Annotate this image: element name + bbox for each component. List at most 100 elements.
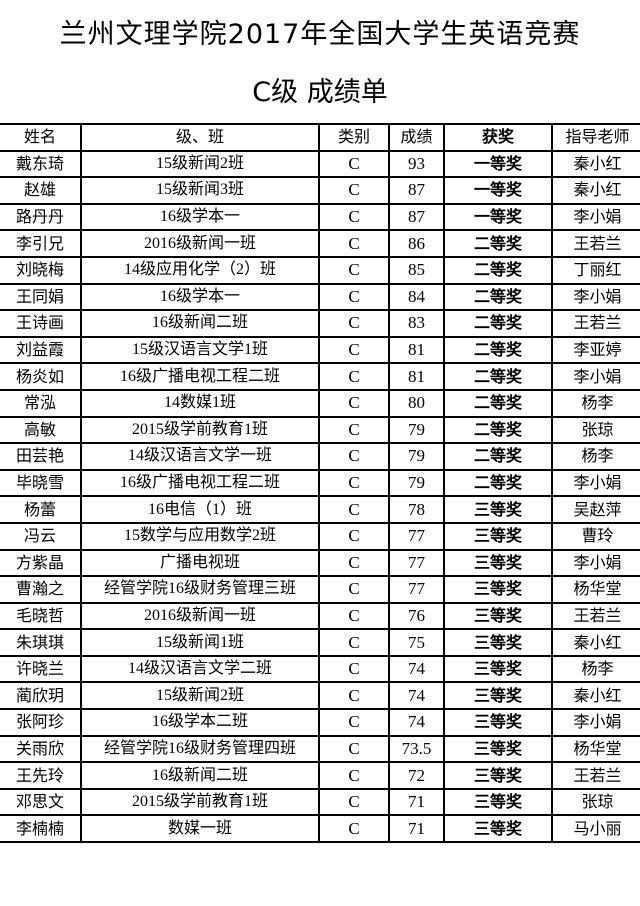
- score-cell: 71: [388, 814, 445, 844]
- class-name-cell: 14级汉语言文学一班: [80, 442, 320, 471]
- student-name-cell: 李楠楠: [0, 814, 82, 844]
- category-cell: C: [318, 548, 390, 578]
- class-name-cell: 14数媒1班: [80, 388, 320, 418]
- award-cell: 二等奖: [443, 468, 553, 498]
- teacher-cell: 杨华堂: [551, 734, 640, 764]
- category-cell: C: [318, 787, 390, 817]
- score-cell: 77: [388, 521, 445, 551]
- table-row: 方紫晶 广播电视班 C 77 三等奖 李小娟: [0, 548, 640, 578]
- class-name-cell: 16级学本一: [80, 202, 320, 232]
- student-name-cell: 赵雄: [0, 176, 82, 205]
- teacher-cell: 秦小红: [551, 628, 640, 657]
- student-name-cell: 李引兄: [0, 229, 82, 258]
- table-row: 杨炎如 16级广播电视工程二班 C 81 二等奖 李小娟: [0, 362, 640, 391]
- award-cell: 一等奖: [443, 176, 553, 205]
- score-cell: 87: [388, 176, 445, 205]
- class-name-cell: 16级学本一: [80, 282, 320, 312]
- student-name-cell: 朱琪琪: [0, 628, 82, 657]
- score-cell: 81: [388, 335, 445, 365]
- category-cell: C: [318, 654, 390, 684]
- category-cell: C: [318, 442, 390, 471]
- award-cell: 三等奖: [443, 601, 553, 631]
- table-row: 路丹丹 16级学本一 C 87 一等奖 李小娟: [0, 202, 640, 232]
- student-name-cell: 高敏: [0, 415, 82, 445]
- student-name-cell: 方紫晶: [0, 548, 82, 578]
- table-row: 张阿珍 16级学本二班 C 74 三等奖 李小娟: [0, 708, 640, 737]
- score-cell: 86: [388, 229, 445, 258]
- class-name-cell: 16级新闻二班: [80, 761, 320, 790]
- teacher-cell: 王若兰: [551, 229, 640, 258]
- class-name-cell: 数媒一班: [80, 814, 320, 844]
- document-subtitle: C级 成绩单: [252, 77, 388, 108]
- score-cell: 80: [388, 388, 445, 418]
- class-name-cell: 15级新闻3班: [80, 176, 320, 205]
- results-table: 姓名 级、班 类别 成绩 获奖 指导老师 戴东琦 15级新闻2班 C 93 一等奖 秦小红…: [0, 123, 640, 844]
- header-name: 姓名: [0, 123, 82, 152]
- teacher-cell: 秦小红: [551, 176, 640, 205]
- class-name-cell: 16级新闻二班: [80, 309, 320, 338]
- score-cell: 73.5: [388, 734, 445, 764]
- award-cell: 三等奖: [443, 787, 553, 817]
- class-name-cell: 14级应用化学（2）班: [80, 255, 320, 285]
- table-row: 刘晓梅 14级应用化学（2）班 C 85 二等奖 丁丽红: [0, 255, 640, 285]
- table-row: 邓思文 2015级学前教育1班 C 71 三等奖 张琼: [0, 787, 640, 817]
- category-cell: C: [318, 575, 390, 604]
- category-cell: C: [318, 335, 390, 365]
- score-cell: 74: [388, 654, 445, 684]
- score-cell: 81: [388, 362, 445, 391]
- category-cell: C: [318, 761, 390, 790]
- document-title: 兰州文理学院2017年全国大学生英语竞赛: [59, 19, 581, 50]
- class-name-cell: 16级广播电视工程二班: [80, 468, 320, 498]
- teacher-cell: 杨华堂: [551, 575, 640, 604]
- score-cell: 72: [388, 761, 445, 790]
- student-name-cell: 田芸艳: [0, 442, 82, 471]
- award-cell: 三等奖: [443, 761, 553, 790]
- class-name-cell: 经管学院16级财务管理四班: [80, 734, 320, 764]
- student-name-cell: 杨炎如: [0, 362, 82, 391]
- score-cell: 71: [388, 787, 445, 817]
- student-name-cell: 杨蕾: [0, 495, 82, 524]
- category-cell: C: [318, 415, 390, 445]
- score-cell: 85: [388, 255, 445, 285]
- award-cell: 二等奖: [443, 442, 553, 471]
- table-row: 杨蕾 16电信（1）班 C 78 三等奖 吴赵萍: [0, 495, 640, 524]
- category-cell: C: [318, 176, 390, 205]
- teacher-cell: 秦小红: [551, 681, 640, 711]
- award-cell: 三等奖: [443, 654, 553, 684]
- category-cell: C: [318, 628, 390, 657]
- award-cell: 二等奖: [443, 335, 553, 365]
- score-cell: 74: [388, 708, 445, 737]
- teacher-cell: 李小娟: [551, 202, 640, 232]
- student-name-cell: 关雨欣: [0, 734, 82, 764]
- table-row: 关雨欣 经管学院16级财务管理四班 C 73.5 三等奖 杨华堂: [0, 734, 640, 764]
- header-category: 类别: [318, 123, 390, 152]
- student-name-cell: 许晓兰: [0, 654, 82, 684]
- student-name-cell: 王同娟: [0, 282, 82, 312]
- table-row: 朱琪琪 15级新闻1班 C 75 三等奖 秦小红: [0, 628, 640, 657]
- table-row: 蔺欣玥 15级新闻2班 C 74 三等奖 秦小红: [0, 681, 640, 711]
- teacher-cell: 王若兰: [551, 601, 640, 631]
- class-name-cell: 15级汉语言文学1班: [80, 335, 320, 365]
- award-cell: 二等奖: [443, 388, 553, 418]
- category-cell: C: [318, 229, 390, 258]
- score-cell: 78: [388, 495, 445, 524]
- student-name-cell: 刘晓梅: [0, 255, 82, 285]
- teacher-cell: 王若兰: [551, 761, 640, 790]
- table-row: 王先玲 16级新闻二班 C 72 三等奖 王若兰: [0, 761, 640, 790]
- category-cell: C: [318, 708, 390, 737]
- category-cell: C: [318, 388, 390, 418]
- award-cell: 三等奖: [443, 814, 553, 844]
- score-cell: 77: [388, 575, 445, 604]
- table-row: 刘益霞 15级汉语言文学1班 C 81 二等奖 李亚婷: [0, 335, 640, 365]
- teacher-cell: 杨李: [551, 388, 640, 418]
- teacher-cell: 秦小红: [551, 149, 640, 179]
- teacher-cell: 曹玲: [551, 521, 640, 551]
- award-cell: 三等奖: [443, 495, 553, 524]
- table-row: 毛晓哲 2016级新闻一班 C 76 三等奖 王若兰: [0, 601, 640, 631]
- table-row: 王诗画 16级新闻二班 C 83 二等奖 王若兰: [0, 309, 640, 338]
- teacher-cell: 张琼: [551, 415, 640, 445]
- table-row: 曹瀚之 经管学院16级财务管理三班 C 77 三等奖 杨华堂: [0, 575, 640, 604]
- score-cell: 87: [388, 202, 445, 232]
- award-cell: 三等奖: [443, 708, 553, 737]
- teacher-cell: 李亚婷: [551, 335, 640, 365]
